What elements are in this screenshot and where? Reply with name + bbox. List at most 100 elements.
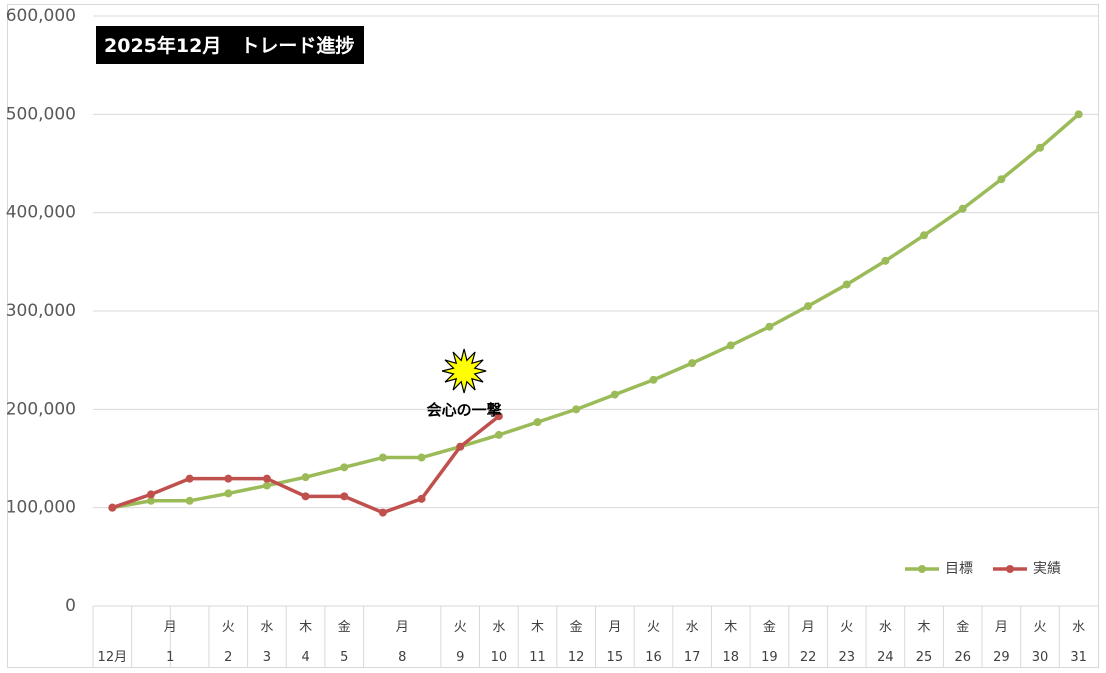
date-label: 17	[684, 650, 701, 665]
data-point	[649, 375, 658, 384]
date-label: 22	[800, 650, 817, 665]
date-label: 26	[954, 650, 971, 665]
date-label: 2	[224, 650, 232, 665]
series-layer	[108, 110, 1083, 517]
data-point	[224, 489, 233, 498]
data-point	[1074, 110, 1083, 119]
date-label: 3	[263, 650, 271, 665]
date-label: 15	[607, 650, 624, 665]
data-point	[765, 322, 774, 331]
data-point	[340, 492, 349, 501]
burst-star-icon	[441, 348, 487, 394]
date-label: 11	[529, 650, 546, 665]
data-point	[958, 204, 967, 213]
data-point	[378, 453, 387, 462]
annotation-label: 会心の一撃	[427, 401, 502, 419]
weekday-label: 月	[802, 620, 815, 635]
weekday-label: 木	[918, 620, 931, 635]
data-point	[920, 231, 929, 240]
data-point	[417, 494, 426, 503]
weekday-label: 金	[763, 619, 776, 635]
data-point	[726, 341, 735, 350]
data-point	[301, 492, 310, 501]
data-point	[378, 508, 387, 517]
y-tick-label: 0	[65, 596, 76, 616]
weekday-label: 月	[396, 620, 409, 635]
data-point	[108, 503, 117, 512]
weekday-label: 月	[608, 620, 621, 635]
y-tick-label: 400,000	[6, 203, 76, 223]
chart-title: 2025年12月 トレード進捗	[104, 34, 354, 57]
annotation: 会心の一撃	[427, 348, 502, 419]
date-label: 5	[340, 650, 348, 665]
data-point	[224, 474, 233, 483]
data-point	[185, 474, 194, 483]
weekday-label: 月	[164, 620, 177, 635]
data-point	[185, 496, 194, 505]
weekday-label: 木	[299, 620, 312, 635]
legend-swatch-marker	[918, 565, 926, 573]
date-label: 25	[916, 650, 933, 665]
weekday-label: 水	[260, 620, 273, 635]
data-point	[997, 175, 1006, 184]
date-label: 31	[1070, 650, 1087, 665]
series-line-target	[112, 113, 1080, 510]
weekday-label: 金	[338, 619, 351, 635]
date-label: 1	[166, 650, 174, 665]
weekday-label: 水	[686, 620, 699, 635]
legend-swatch-marker	[1006, 565, 1014, 573]
data-point	[610, 390, 619, 399]
data-point	[417, 453, 426, 462]
date-label: 8	[398, 650, 406, 665]
weekday-label: 月	[995, 620, 1008, 635]
weekday-label: 火	[454, 620, 467, 635]
y-axis: 0 100,000 200,000 300,000 400,000 500,000 600,…	[6, 6, 76, 616]
weekday-label: 木	[724, 620, 737, 635]
chart-title-background	[96, 26, 364, 64]
data-point	[533, 418, 542, 427]
gridlines	[93, 15, 1098, 607]
data-point	[804, 302, 813, 311]
weekday-label: 金	[570, 619, 583, 635]
weekday-label: 火	[647, 620, 660, 635]
data-point	[494, 412, 503, 421]
date-label: 24	[877, 650, 894, 665]
date-label: 9	[456, 650, 464, 665]
chart-title-box: 2025年12月 トレード進捗	[96, 26, 364, 64]
weekday-label: 水	[879, 620, 892, 635]
weekday-label: 水	[492, 620, 505, 635]
date-label: 16	[645, 650, 662, 665]
date-label: 4	[301, 650, 309, 665]
data-point	[881, 256, 890, 265]
data-point	[146, 496, 155, 505]
data-point	[301, 473, 310, 482]
data-point	[842, 280, 851, 289]
y-tick-label: 200,000	[6, 399, 76, 419]
data-point	[262, 474, 271, 483]
data-point	[146, 490, 155, 499]
category-table: 12月月1火2水3木4金5月8火9水10木11金12月15火16水17木18金1…	[92, 606, 1087, 667]
data-point	[688, 359, 697, 368]
data-point	[572, 405, 581, 414]
legend: 目標 実績	[905, 561, 1061, 577]
data-point	[456, 442, 465, 451]
date-label: 10	[491, 650, 508, 665]
date-label: 23	[838, 650, 855, 665]
date-label: 12月	[98, 650, 128, 665]
y-tick-label: 300,000	[6, 301, 76, 321]
weekday-label: 火	[840, 620, 853, 635]
y-tick-label: 500,000	[6, 104, 76, 124]
weekday-label: 金	[956, 619, 969, 635]
date-label: 18	[723, 650, 740, 665]
chart-frame	[7, 4, 1099, 668]
y-tick-label: 600,000	[6, 6, 76, 26]
data-point	[494, 430, 503, 439]
date-label: 30	[1032, 650, 1049, 665]
legend-label: 実績	[1033, 561, 1061, 577]
legend-label: 目標	[945, 561, 973, 577]
weekday-label: 水	[1072, 620, 1085, 635]
y-tick-label: 100,000	[6, 498, 76, 518]
data-point	[1036, 143, 1045, 152]
weekday-label: 火	[1034, 620, 1047, 635]
